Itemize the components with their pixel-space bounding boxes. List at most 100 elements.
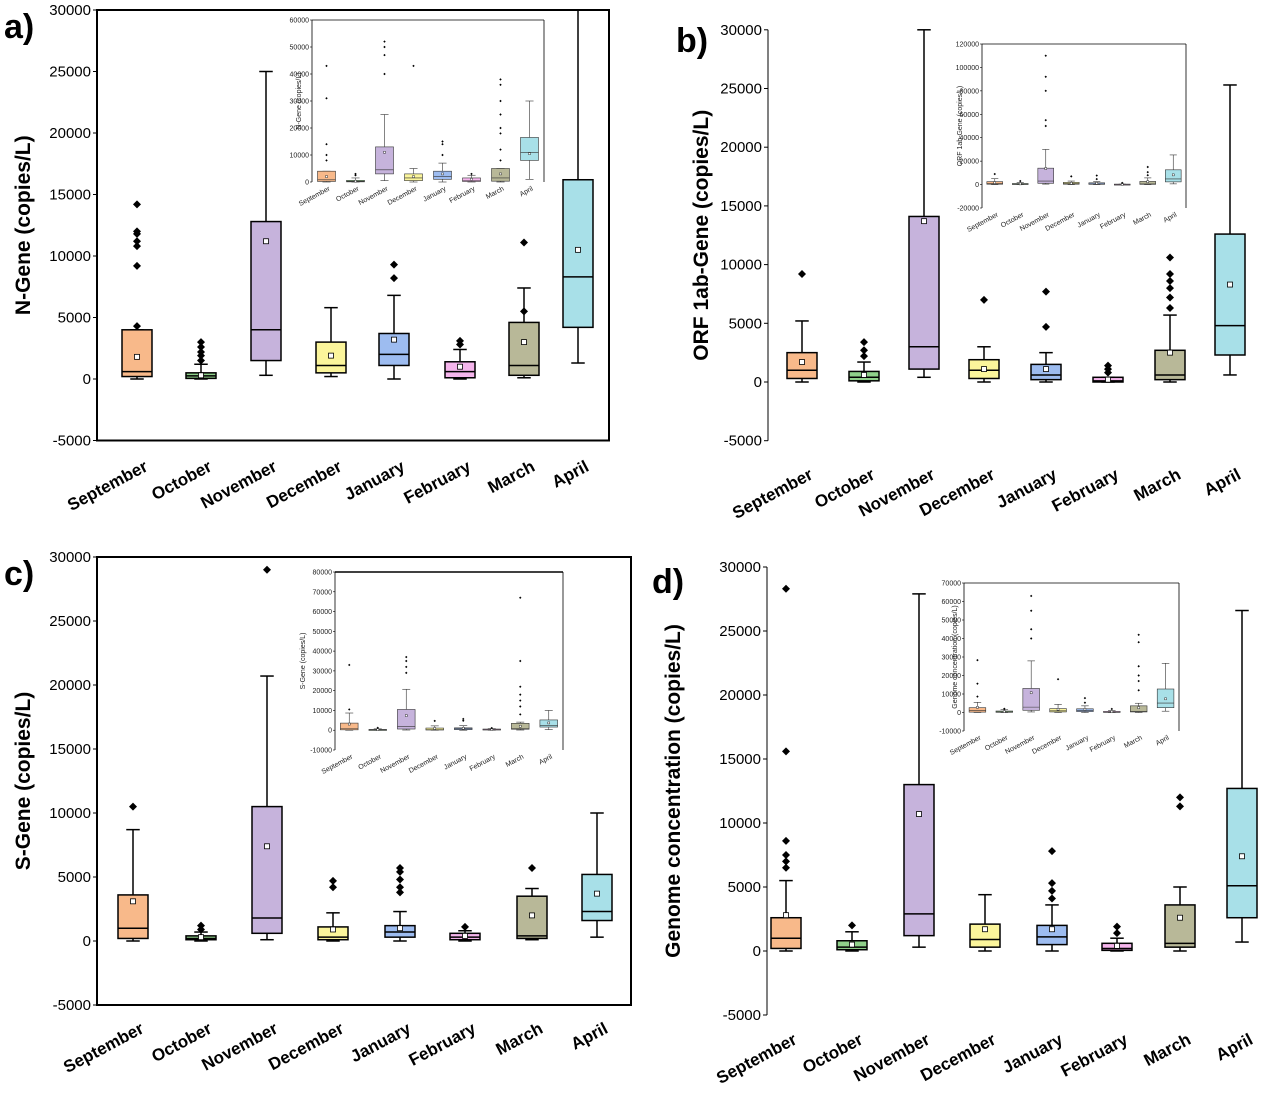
box-6-outlier-0: [528, 864, 536, 873]
inset-x-category-label: September: [298, 185, 332, 208]
inset-box-0-outlier-2: [325, 143, 328, 146]
inset-box-4-outlier-1: [1095, 174, 1098, 177]
box-5-outlier-1: [1113, 922, 1121, 931]
inset-box-january: [433, 140, 452, 183]
box-0-box: [121, 329, 153, 378]
box-5-outlier-1: [456, 336, 464, 345]
inset-box-0-outlier-1: [348, 663, 351, 667]
inset-y-tick-label: 0: [328, 728, 332, 735]
box-1-mean: [198, 372, 204, 379]
inset-box-0-outlier-0: [976, 695, 979, 698]
y-axis-title: S-Gene (copies/L): [12, 692, 35, 871]
x-category-label: November: [199, 1019, 282, 1075]
inset-y-axis-title: ORF 1ab-Gene (copies/L): [957, 86, 964, 167]
inset-box-march: [511, 596, 530, 731]
box-7-mean: [594, 890, 600, 897]
inset-box-april: [1165, 154, 1182, 185]
inset-box-4-outlier-1: [441, 143, 444, 146]
box-0-outlier-4: [782, 747, 790, 756]
inset-box-september: [968, 658, 987, 713]
box-september: [117, 802, 149, 942]
inset-box-5-mean: [470, 178, 473, 181]
inset-box-3-outlier-0: [433, 719, 436, 723]
box-7-mean: [1227, 281, 1233, 288]
inset-y-tick-label: 0: [305, 180, 309, 187]
box-0-outlier-3: [133, 237, 141, 246]
y-tick-label: 15000: [720, 198, 762, 215]
box-4-outlier-2: [396, 875, 404, 884]
inset-x-category-label: April: [1163, 211, 1179, 224]
y-tick-label: 10000: [49, 805, 91, 822]
y-tick-label: 20000: [49, 125, 91, 142]
inset-box-4-outlier-0: [462, 719, 465, 722]
inset-y-tick-label: 80000: [960, 88, 980, 95]
y-tick-label: -5000: [53, 433, 91, 450]
inset-y-axis-title: N-Gene (copies/L): [296, 72, 303, 129]
inset-box-february: [1103, 707, 1121, 714]
box-6-outlier-1: [1176, 793, 1184, 802]
panel-d: -5000 0 5000 10000 15000 20000 25000 30000 Septe…: [652, 559, 1258, 1088]
box-2-box: [903, 783, 935, 937]
inset-box-6-outlier-0: [499, 159, 502, 162]
box-6-mean: [1177, 914, 1183, 921]
box-1-outlier-2: [860, 338, 868, 347]
panel-b: -5000 0 5000 10000 15000 20000 25000 30000 Septe…: [676, 22, 1246, 523]
inset-box-march: [1130, 633, 1148, 713]
inset-box-6-outlier-2: [1146, 165, 1149, 169]
inset-y-tick-label: 20000: [313, 688, 333, 695]
inset-box-1-outlier-0: [354, 174, 357, 177]
box-1-outlier-1: [197, 921, 205, 930]
inset-box-0-outlier-0: [348, 708, 351, 711]
inset-box-6-outlier-0: [1137, 689, 1140, 692]
inset-box-6-outlier-0: [1146, 174, 1149, 177]
inset-x-category-label: March: [505, 754, 526, 769]
inset-box-0-mean: [993, 181, 996, 184]
inset-y-tick-label: 40000: [960, 135, 980, 142]
inset-box-4-mean: [462, 726, 465, 730]
box-4-outlier-1: [390, 260, 398, 269]
inset-box-4-mean: [441, 172, 444, 176]
y-axis-title: Genome concentration (copies/L): [662, 624, 685, 958]
inset-box-6-outlier-5: [1137, 633, 1140, 636]
inset-box-4-outlier-1: [1083, 696, 1087, 700]
inset-box-2-outlier-4: [1044, 54, 1047, 57]
inset-box-april: [539, 710, 558, 730]
inset-y-tick-label: 50000: [942, 618, 962, 625]
x-category-label: March: [1131, 465, 1184, 505]
box-march: [1154, 253, 1186, 383]
inset-box-6-outlier-4: [1137, 641, 1140, 644]
box-december: [968, 295, 1000, 383]
box-february: [444, 336, 476, 380]
inset-x-category-label: September: [321, 753, 355, 776]
box-6-outlier-5: [1166, 253, 1174, 262]
inset-box-2-outlier-1: [1029, 628, 1033, 631]
x-category-label: September: [60, 1019, 147, 1077]
inset-x-category-label: November: [358, 185, 390, 207]
box-0-mean: [130, 898, 136, 905]
inset-box-january: [1088, 174, 1105, 185]
box-3-outlier-0: [980, 295, 988, 304]
box-7-box: [1214, 233, 1246, 356]
box-6-outlier-4: [1166, 269, 1174, 278]
inset-box-0-outlier-1: [325, 153, 328, 157]
box-2-box: [908, 215, 940, 370]
inset-box-january: [1076, 696, 1094, 713]
box-2-mean: [264, 843, 270, 850]
inset-box-2-outlier-2: [383, 45, 386, 49]
box-4-outlier-4: [396, 864, 404, 873]
inset-y-tick-label: -10000: [939, 729, 961, 736]
box-0-outlier-6: [133, 200, 141, 209]
y-tick-label: 25000: [720, 81, 762, 98]
panel-label: a): [4, 8, 34, 46]
x-category-label: April: [1201, 465, 1244, 500]
inset-box-1-mean: [354, 179, 357, 183]
inset-chart: -20000 0 20000 40000 60000 80000 100000 120000 S…: [956, 42, 1187, 234]
box-4-mean: [1043, 366, 1049, 372]
box-september: [786, 269, 818, 383]
inset-box-2-outlier-1: [1044, 118, 1047, 122]
box-3-mean: [982, 926, 988, 933]
inset-box-3-outlier-0: [1070, 175, 1073, 178]
inset-box-october: [995, 707, 1013, 713]
inset-x-category-label: November: [379, 753, 411, 775]
inset-box-6-outlier-4: [519, 685, 522, 688]
